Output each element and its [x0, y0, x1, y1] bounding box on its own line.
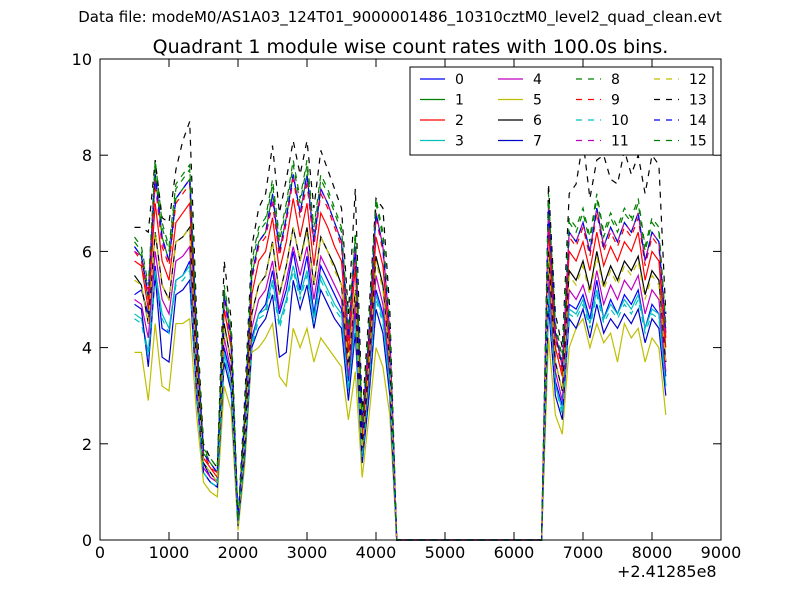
legend-label-2: 2 — [455, 113, 464, 129]
series-line-6 — [134, 225, 667, 541]
y-tick-label: 0 — [82, 531, 92, 550]
x-tick-label: 5000 — [425, 543, 466, 562]
legend-label-3: 3 — [455, 134, 464, 150]
y-tick-label: 4 — [82, 339, 92, 358]
legend-label-7: 7 — [533, 134, 542, 150]
legend-label-6: 6 — [533, 113, 542, 129]
legend-label-5: 5 — [533, 93, 542, 109]
x-tick-label: 0 — [95, 543, 105, 562]
chart-title: Quadrant 1 module wise count rates with … — [152, 36, 669, 58]
legend-label-8: 8 — [611, 72, 620, 88]
series-line-4 — [134, 244, 667, 541]
legend-box — [409, 66, 714, 156]
x-tick-label: 8000 — [632, 543, 673, 562]
legend-label-14: 14 — [689, 113, 707, 129]
legend-label-4: 4 — [533, 72, 542, 88]
y-tick-label: 10 — [72, 50, 92, 69]
legend-label-10: 10 — [611, 113, 629, 129]
legend-label-15: 15 — [689, 134, 707, 150]
y-tick-label: 2 — [82, 435, 92, 454]
x-tick-label: 4000 — [356, 543, 397, 562]
x-tick-label: 6000 — [494, 543, 535, 562]
plot-frame — [99, 58, 722, 541]
y-tick-label: 6 — [82, 242, 92, 261]
x-tick-label: 9000 — [701, 543, 742, 562]
series-line-2 — [134, 198, 667, 541]
y-tick-label: 8 — [82, 146, 92, 165]
legend-label-11: 11 — [611, 134, 629, 150]
x-tick-label: 7000 — [563, 543, 604, 562]
series-layer — [134, 121, 667, 541]
x-tick-label: 1000 — [149, 543, 190, 562]
legend-label-0: 0 — [455, 72, 464, 88]
series-line-15 — [134, 159, 667, 541]
legend-label-1: 1 — [455, 93, 464, 109]
legend-label-13: 13 — [689, 93, 707, 109]
ticks-layer: 0 1000 2000 3000 4000 5000 6000 7000 8000 9000 0 2 4… — [72, 50, 742, 562]
series-line-11 — [134, 174, 667, 541]
x-axis-offset-label: +2.41285e8 — [617, 562, 717, 581]
series-line-5 — [134, 317, 667, 541]
legend-label-12: 12 — [689, 72, 707, 88]
legend-label-9: 9 — [611, 93, 620, 109]
data-file-title: Data file: modeM0/AS1A03_124T01_90000014… — [78, 8, 722, 26]
x-tick-label: 2000 — [218, 543, 259, 562]
x-tick-label: 3000 — [287, 543, 328, 562]
